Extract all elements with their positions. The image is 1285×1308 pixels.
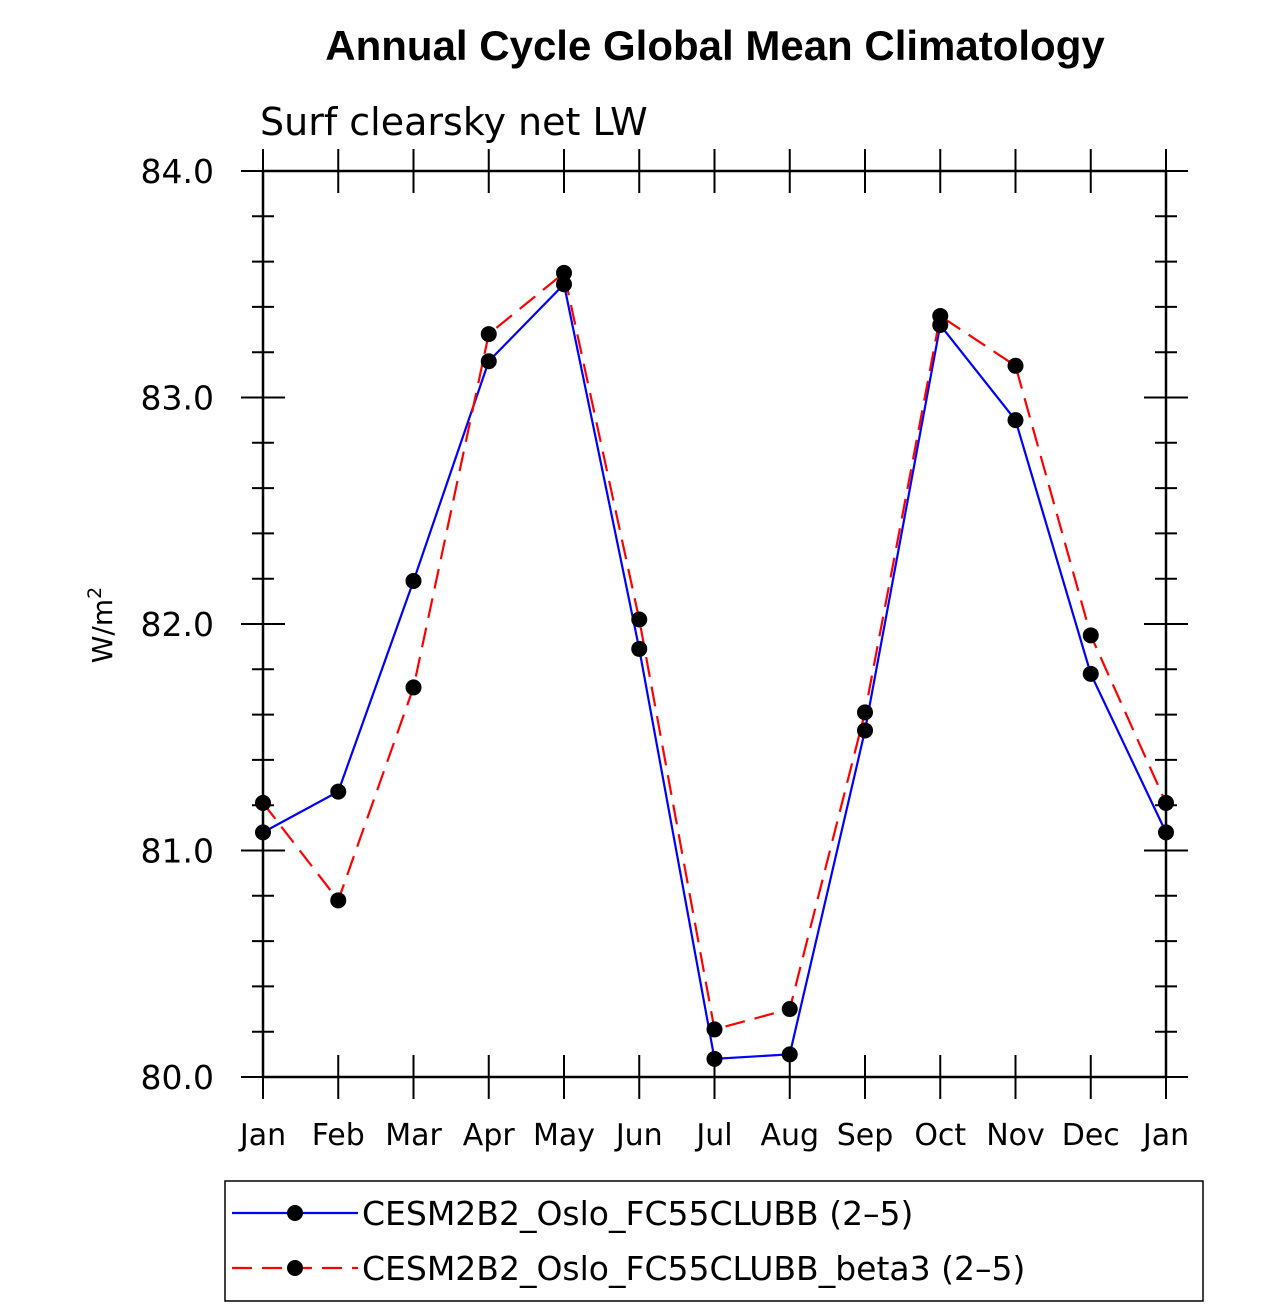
x-tick-labels: Jan Feb Mar Apr May Jun Jul Aug Sep Oct Nov Dec Jan (238, 1118, 1189, 1153)
x-tick-label: Feb (312, 1118, 365, 1153)
x-tick-label: Mar (385, 1118, 442, 1153)
y-tick-label: 82.0 (141, 605, 214, 644)
legend-label-1: CESM2B2_Oslo_FC55CLUBB (2–5) (362, 1194, 913, 1233)
series-2-point (781, 1001, 798, 1018)
x-tick-label: Sep (837, 1118, 894, 1153)
series-2-point (255, 794, 271, 811)
series-1-point (330, 783, 347, 800)
series-2-point (857, 704, 873, 721)
y-tick-label: 84.0 (141, 152, 214, 191)
series-1-point (405, 572, 422, 589)
series-2-point (330, 892, 347, 909)
legend: CESM2B2_Oslo_FC55CLUBB (2–5) CESM2B2_Oslo… (232, 1194, 1025, 1288)
series-lines (255, 264, 1174, 1067)
series-2-point (631, 611, 648, 628)
series-2-point (556, 264, 572, 281)
series-1-point (556, 276, 572, 293)
series-2-point (932, 307, 949, 324)
series-2-point (706, 1021, 723, 1038)
x-tick-label: Dec (1062, 1118, 1120, 1153)
series-2-point (480, 326, 497, 343)
axis-ticks (241, 149, 1188, 1099)
y-axis-label: W/m2 (84, 587, 119, 664)
y-tick-labels: 80.0 81.0 82.0 83.0 84.0 (141, 152, 214, 1097)
x-tick-label: May (533, 1118, 595, 1153)
chart-title: Annual Cycle Global Mean Climatology (325, 22, 1105, 69)
series-1-point (255, 824, 271, 841)
legend-label-2: CESM2B2_Oslo_FC55CLUBB_beta3 (2–5) (362, 1249, 1025, 1288)
legend-marker-2 (287, 1260, 303, 1276)
series-2-point (405, 679, 422, 696)
x-tick-label: Nov (986, 1118, 1045, 1153)
y-tick-label: 81.0 (141, 832, 214, 871)
series-1-point (631, 640, 648, 657)
x-tick-label: Jan (238, 1118, 286, 1153)
series-2-point (1158, 794, 1174, 811)
y-tick-label: 80.0 (141, 1058, 214, 1097)
legend-box (224, 1180, 1204, 1302)
series-1-line (262, 282, 1167, 1061)
series-1-point (480, 353, 497, 370)
series-1-point (781, 1046, 798, 1063)
x-tick-label: Apr (463, 1118, 516, 1153)
x-tick-label: Aug (760, 1118, 819, 1153)
series-1-point (1158, 824, 1174, 841)
series-1-point (706, 1050, 723, 1067)
series-2-point (1082, 627, 1099, 644)
series-1-point (857, 722, 873, 739)
series-1-point (1082, 665, 1099, 682)
chart-subtitle: Surf clearsky net LW (260, 100, 648, 144)
series-2-line (262, 270, 1168, 1031)
series-2-point (1007, 357, 1024, 374)
series-1-point (1007, 412, 1024, 429)
x-tick-label: Jun (614, 1118, 663, 1153)
x-tick-label: Oct (914, 1118, 966, 1153)
legend-marker-1 (287, 1205, 303, 1221)
x-tick-label: Jul (694, 1118, 732, 1153)
y-tick-label: 83.0 (141, 379, 214, 418)
x-tick-label: Jan (1141, 1118, 1189, 1153)
